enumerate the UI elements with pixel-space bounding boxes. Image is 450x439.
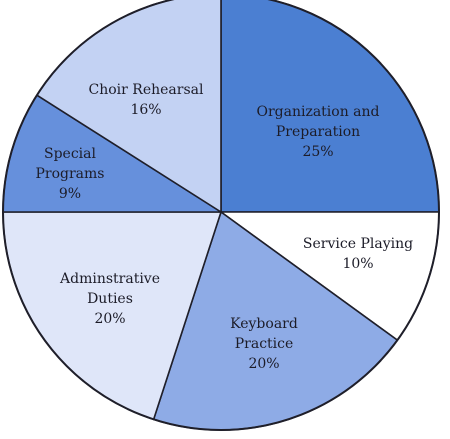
pie-slice-name-0-0: Organization and [256, 104, 379, 120]
pie-outline [2, 0, 440, 431]
pie-slice-name-4-0: Special [44, 146, 97, 162]
pie-slice-name-2-0: Keyboard [230, 316, 298, 332]
pie-slice-name-1-0: Service Playing [303, 236, 413, 252]
pie-slice-name-5-0: Choir Rehearsal [89, 82, 204, 98]
pie-slice-label-5: Choir Rehearsal 16% [89, 82, 204, 118]
pie-slice-label-0: Organization and Preparation 25% [256, 104, 379, 160]
pie-slice-name-3-0: Adminstrative [59, 271, 160, 287]
pie-slice-value-5: 16% [130, 102, 161, 118]
pie-slices [2, 0, 440, 431]
pie-slice-value-1: 10% [342, 256, 373, 272]
pie-slice-value-3: 20% [94, 311, 125, 327]
pie-slice-name-3-1: Duties [87, 291, 133, 307]
pie-slice-name-4-1: Programs [35, 166, 104, 182]
pie-slice-value-4: 9% [59, 186, 81, 202]
pie-slice-name-0-1: Preparation [276, 124, 360, 140]
pie-slice-label-2: Keyboard Practice 20% [230, 316, 298, 372]
pie-slice-value-0: 25% [302, 144, 333, 160]
pie-slice-label-1: Service Playing 10% [303, 236, 413, 272]
pie-slice-label-3: Adminstrative Duties 20% [59, 271, 160, 327]
pie-slice-label-4: Special Programs 9% [35, 146, 104, 202]
pie-slice-name-2-1: Practice [235, 336, 294, 352]
pie-slice-value-2: 20% [248, 356, 279, 372]
pie-labels: Organization and Preparation 25% Service Pl… [35, 82, 413, 372]
